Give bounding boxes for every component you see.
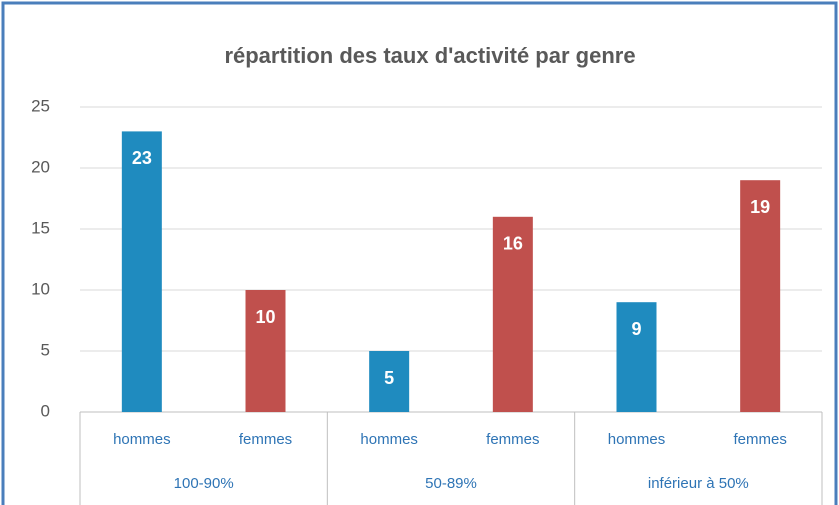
x-tick-label: hommes [113, 431, 171, 448]
data-label: 19 [750, 197, 770, 217]
x-tick-label: hommes [360, 431, 418, 448]
data-label: 16 [503, 234, 523, 254]
data-label: 9 [631, 319, 641, 339]
chart-title: répartition des taux d'activité par genr… [224, 43, 635, 68]
bar [121, 131, 162, 412]
bar [245, 290, 286, 412]
bar [492, 216, 533, 412]
y-tick-label: 20 [31, 157, 50, 176]
x-tick-label: femmes [733, 431, 786, 448]
x-tick-label: femmes [239, 431, 292, 448]
y-tick-label: 15 [31, 218, 50, 237]
group-label: inférieur à 50% [648, 475, 749, 492]
group-label: 100-90% [174, 475, 234, 492]
y-tick-label: 25 [31, 96, 50, 115]
x-tick-label: hommes [608, 431, 666, 448]
group-label: 50-89% [425, 475, 477, 492]
data-label: 5 [384, 368, 394, 388]
y-tick-label: 0 [41, 401, 50, 420]
data-label: 23 [132, 148, 152, 168]
y-tick-label: 10 [31, 279, 50, 298]
y-tick-label: 5 [41, 340, 50, 359]
bar [616, 302, 657, 412]
bar [740, 180, 781, 412]
bar [369, 351, 410, 412]
x-tick-label: femmes [486, 431, 539, 448]
data-label: 10 [255, 307, 275, 327]
